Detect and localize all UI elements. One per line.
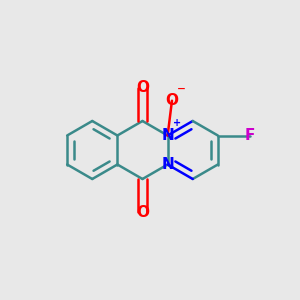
Text: O: O [136, 205, 149, 220]
Text: −: − [177, 84, 186, 94]
Text: N: N [161, 128, 174, 143]
Text: +: + [172, 118, 181, 128]
Text: N: N [161, 157, 174, 172]
Text: O: O [166, 93, 178, 108]
Text: F: F [244, 128, 255, 143]
Text: O: O [136, 80, 149, 95]
